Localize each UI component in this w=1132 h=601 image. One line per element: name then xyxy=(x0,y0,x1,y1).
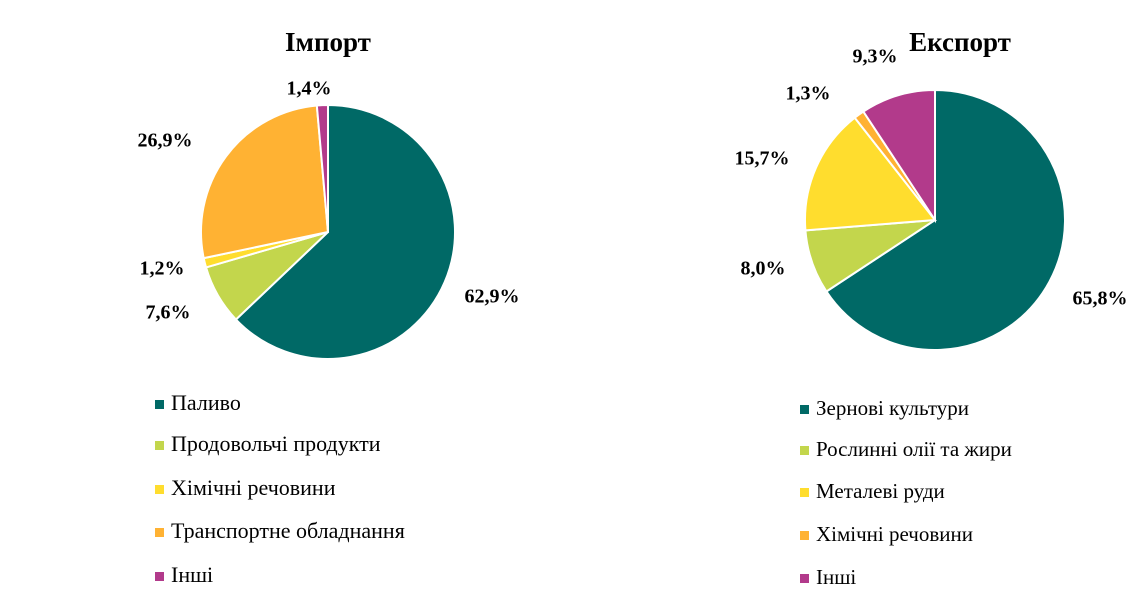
legend-label: Зернові культури xyxy=(816,396,969,420)
pie-slice xyxy=(825,88,1066,351)
legend-swatch xyxy=(800,488,809,497)
legend-label: Хімічні речовини xyxy=(171,475,336,500)
data-label: 1,3% xyxy=(786,83,831,105)
data-label: 8,0% xyxy=(741,258,786,280)
legend-label: Транспортне обладнання xyxy=(171,518,405,543)
data-label: 65,8% xyxy=(1073,288,1128,310)
legend-swatch xyxy=(155,572,164,581)
pie-slice xyxy=(315,103,329,233)
data-label: 62,9% xyxy=(465,286,520,308)
chart-title: Імпорт xyxy=(285,27,371,57)
legend-swatch xyxy=(155,485,164,494)
legend-label: Хімічні речовини xyxy=(816,522,973,546)
pie-slice xyxy=(804,116,937,232)
pie-slice xyxy=(200,104,330,260)
data-label: 26,9% xyxy=(138,130,193,152)
legend-swatch xyxy=(155,441,164,450)
legend-label: Інші xyxy=(816,565,856,589)
legend-label: Продовольчі продукти xyxy=(171,431,381,456)
data-label: 15,7% xyxy=(735,148,790,170)
legend-label: Рослинні олії та жири xyxy=(816,437,1012,461)
legend-swatch xyxy=(800,531,809,540)
legend-label: Металеві руди xyxy=(816,479,945,503)
data-label: 7,6% xyxy=(146,302,191,324)
data-label: 1,2% xyxy=(140,258,185,280)
pie-slice xyxy=(861,88,936,224)
legend-swatch xyxy=(800,574,809,583)
legend-swatch xyxy=(155,528,164,537)
legend-label: Інші xyxy=(171,562,213,587)
legend-swatch xyxy=(800,405,809,414)
chart-title: Експорт xyxy=(909,27,1011,57)
legend-swatch xyxy=(800,446,809,455)
data-label: 1,4% xyxy=(287,78,332,100)
data-label: 9,3% xyxy=(853,46,898,68)
legend-label: Паливо xyxy=(171,390,241,415)
legend-swatch xyxy=(155,400,164,409)
pie-slice xyxy=(234,103,456,360)
